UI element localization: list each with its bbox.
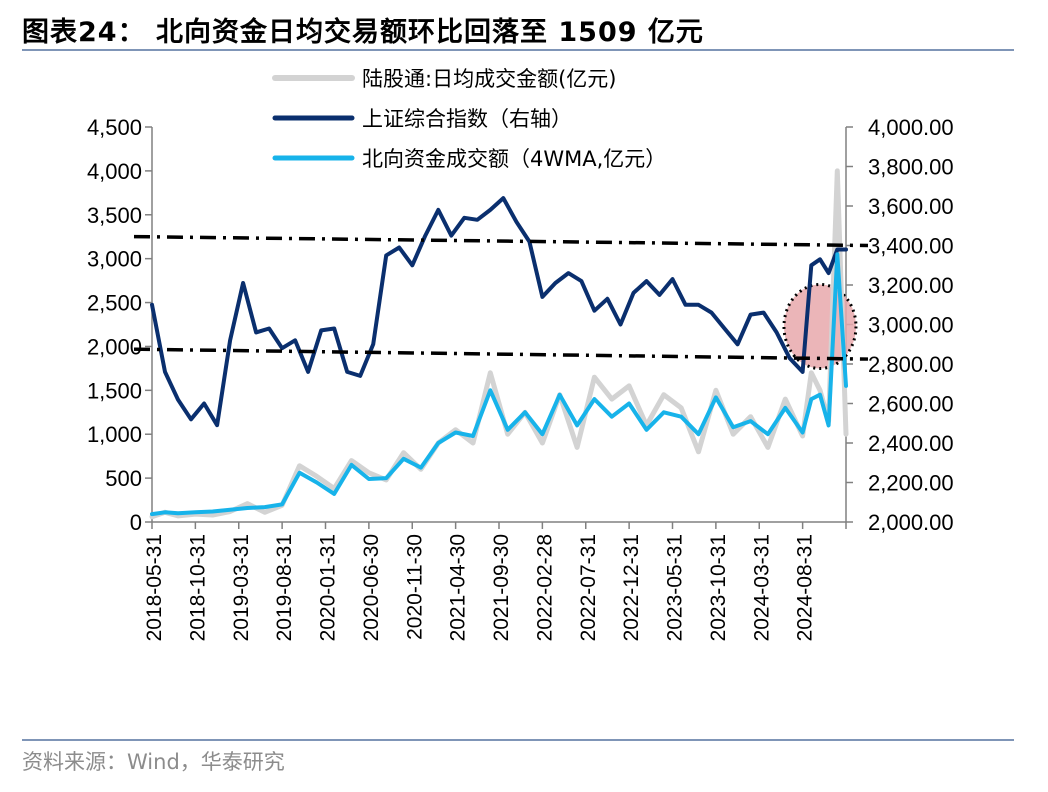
- highlight-circle: [782, 282, 858, 370]
- x-tick-label: 2022-07-31: [577, 534, 600, 641]
- x-tick-label: 2019-03-31: [230, 534, 253, 641]
- x-tick-label: 2022-02-28: [533, 534, 556, 641]
- figure-title: 图表24： 北向资金日均交易额环比回落至 1509 亿元: [22, 17, 704, 48]
- x-tick-label: 2024-08-31: [794, 534, 817, 641]
- y-left-tick-label: 3,500: [87, 203, 142, 228]
- legend: 陆股通:日均成交金额(亿元) 上证综合指数（右轴） 北向资金成交额（4WMA,亿元）: [272, 67, 666, 171]
- series-line-0: [149, 168, 849, 520]
- y-right-tick-label: 3,200.00: [868, 273, 954, 298]
- series-line-2: [150, 252, 848, 517]
- y-right-tick-label: 3,800.00: [868, 155, 954, 180]
- x-tick-label: 2021-09-30: [490, 534, 513, 641]
- legend-label-0: 陆股通:日均成交金额(亿元): [362, 67, 616, 91]
- legend-label-1: 上证综合指数（右轴）: [362, 107, 572, 131]
- y-right-tick-label: 2,400.00: [868, 431, 954, 456]
- y-right-tick-label: 2,800.00: [868, 352, 954, 377]
- x-tick-label: 2020-01-31: [317, 534, 340, 641]
- y-left-tick-label: 0: [130, 510, 142, 535]
- y-left-tick-label: 3,000: [87, 247, 142, 272]
- reference-line-0: [133, 234, 869, 248]
- x-tick-label: 2021-04-30: [447, 534, 470, 641]
- y-right-tick-label: 4,000.00: [868, 115, 954, 140]
- y-right-tick-label: 2,600.00: [868, 392, 954, 417]
- x-tick-label: 2020-06-30: [360, 534, 383, 641]
- x-tick-label: 2023-05-31: [664, 534, 687, 641]
- x-tick-label: 2018-05-31: [143, 534, 166, 641]
- y-left-tick-label: 2,500: [87, 291, 142, 316]
- series-group: [133, 168, 869, 520]
- reference-line-1: [133, 347, 869, 361]
- source-note: 资料来源：Wind，华泰研究: [22, 750, 285, 774]
- legend-label-2: 北向资金成交额（4WMA,亿元）: [362, 147, 666, 171]
- x-tick-label: 2022-12-31: [620, 534, 643, 641]
- y-right-tick-label: 3,400.00: [868, 234, 954, 259]
- series-line-1: [150, 196, 848, 428]
- y-right-tick-label: 2,200.00: [868, 471, 954, 496]
- x-tick-label: 2018-10-31: [186, 534, 209, 641]
- y-right-tick-label: 3,000.00: [868, 313, 954, 338]
- axes: 0 500 1,000 1,500 2,000 2,500 3,000 3,500 4,000 4…: [87, 115, 954, 641]
- x-tick-label: 2023-10-31: [707, 534, 730, 641]
- y-right-tick-label: 2,000.00: [868, 510, 954, 535]
- x-tick-label: 2020-11-30: [403, 534, 426, 640]
- x-tick-label: 2024-03-31: [750, 534, 773, 641]
- title-rule: [22, 49, 1014, 51]
- footer-rule: [22, 739, 1014, 741]
- y-right-tick-label: 3,600.00: [868, 194, 954, 219]
- y-left-tick-label: 500: [105, 466, 142, 491]
- y-left-tick-label: 1,000: [87, 422, 142, 447]
- y-left-tick-label: 4,500: [87, 115, 142, 140]
- x-tick-label: 2019-08-31: [273, 534, 296, 641]
- y-left-tick-label: 1,500: [87, 378, 142, 403]
- y-left-tick-label: 2,000: [87, 334, 142, 359]
- y-left-tick-label: 4,000: [87, 159, 142, 184]
- chart: 0 500 1,000 1,500 2,000 2,500 3,000 3,500 4,000 4…: [87, 67, 954, 641]
